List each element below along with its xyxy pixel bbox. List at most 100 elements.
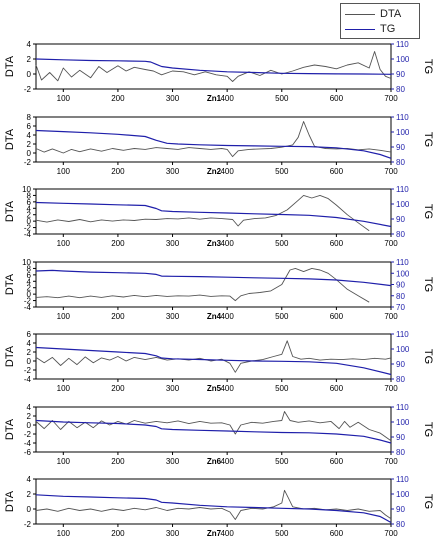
x-tick-label-zn6-700: 700 (384, 457, 398, 466)
panel-label-zn1: Zn1 (207, 94, 222, 103)
y-left-tick-label-zn3--2: -2 (24, 224, 32, 233)
y-left-tick-label-zn2-4: 4 (27, 131, 32, 140)
y-left-tick-label-zn2--2: -2 (24, 158, 32, 167)
y-left-tick-label-zn6--6: -6 (24, 448, 32, 457)
panel-frame-zn5 (35, 333, 392, 380)
x-tick-label-zn3-300: 300 (166, 239, 180, 248)
y-right-tick-label-zn6-90: 90 (396, 433, 405, 442)
y-left-tick-label-zn6-2: 2 (27, 412, 32, 421)
y-right-tick-label-zn3-90: 90 (396, 215, 405, 224)
y-left-label-zn5: DTA (4, 345, 16, 367)
panel-label-zn3: Zn3 (207, 239, 222, 248)
y-right-tick-label-zn4-80: 80 (396, 292, 405, 301)
y-right-tick-label-zn6-100: 100 (396, 418, 410, 427)
x-tick-label-zn4-100: 100 (57, 312, 71, 321)
y-right-tick-label-zn5-110: 110 (396, 330, 409, 339)
x-tick-label-zn2-600: 600 (330, 167, 344, 176)
x-tick-label-zn5-100: 100 (57, 384, 71, 393)
x-tick-label-zn3-500: 500 (275, 239, 289, 248)
y-left-tick-label-zn7-2: 2 (27, 490, 32, 499)
y-right-tick-label-zn5-80: 80 (396, 375, 405, 384)
y-left-tick-label-zn4-8: 8 (27, 264, 32, 273)
y-right-tick-label-zn6-80: 80 (396, 448, 405, 457)
x-tick-label-zn6-500: 500 (275, 457, 289, 466)
y-left-tick-label-zn5-0: 0 (27, 357, 32, 366)
x-tick-label-zn5-500: 500 (275, 384, 289, 393)
x-tick-label-zn1-100: 100 (57, 94, 71, 103)
x-tick-label-zn7-600: 600 (330, 529, 344, 538)
series-tg-zn2 (35, 129, 392, 159)
x-tick-label-zn3-100: 100 (57, 239, 71, 248)
y-right-label-zn7: TG (422, 494, 434, 509)
panel-frame-zn6 (35, 406, 392, 453)
y-left-tick-label-zn1--2: -2 (24, 85, 32, 94)
y-left-tick-label-zn6--2: -2 (24, 430, 32, 439)
y-left-tick-label-zn1-2: 2 (27, 55, 32, 64)
series-dta-zn5 (35, 340, 392, 373)
y-right-label-zn6: TG (422, 422, 434, 437)
y-right-label-zn4: TG (422, 277, 434, 292)
y-left-tick-label-zn6--4: -4 (24, 439, 32, 448)
x-tick-label-zn7-100: 100 (57, 529, 71, 538)
y-left-tick-label-zn3-10: 10 (22, 185, 31, 194)
y-left-tick-label-zn7-4: 4 (27, 475, 32, 484)
y-right-tick-label-zn1-90: 90 (396, 70, 405, 79)
panel-label-zn7: Zn7 (207, 529, 222, 538)
legend-item-dta: DTA (345, 7, 401, 21)
x-tick-label-zn4-500: 500 (275, 312, 289, 321)
x-tick-label-zn5-600: 600 (330, 384, 344, 393)
y-left-tick-label-zn6-4: 4 (27, 403, 32, 412)
y-right-tick-label-zn4-90: 90 (396, 281, 405, 290)
x-tick-label-zn7-500: 500 (275, 529, 289, 538)
series-dta-zn7 (35, 489, 392, 520)
x-tick-label-zn1-300: 300 (166, 94, 180, 103)
y-left-tick-label-zn5--2: -2 (24, 366, 32, 375)
x-tick-label-zn2-100: 100 (57, 167, 71, 176)
legend-swatch-tg (345, 28, 375, 30)
series-tg-zn5 (35, 346, 392, 376)
y-left-tick-label-zn4-0: 0 (27, 290, 32, 299)
x-tick-label-zn1-700: 700 (384, 94, 398, 103)
y-left-label-zn4: DTA (4, 273, 16, 295)
y-right-tick-label-zn7-100: 100 (396, 490, 410, 499)
y-right-tick-label-zn5-100: 100 (396, 345, 410, 354)
y-left-tick-label-zn3-4: 4 (27, 204, 32, 213)
x-tick-label-zn2-700: 700 (384, 167, 398, 176)
y-right-tick-label-zn2-110: 110 (396, 113, 409, 122)
y-left-tick-label-zn5-4: 4 (27, 339, 32, 348)
y-left-label-zn1: DTA (4, 55, 16, 77)
x-tick-label-zn6-300: 300 (166, 457, 180, 466)
y-right-tick-label-zn3-100: 100 (396, 200, 410, 209)
panel-frame-zn2 (35, 116, 392, 163)
series-tg-zn3 (35, 201, 392, 228)
x-tick-label-zn3-700: 700 (384, 239, 398, 248)
x-tick-label-zn1-600: 600 (330, 94, 344, 103)
y-left-tick-label-zn2-2: 2 (27, 140, 32, 149)
y-left-tick-label-zn3-2: 2 (27, 211, 32, 220)
x-tick-label-zn1-200: 200 (111, 94, 125, 103)
x-tick-label-zn4-200: 200 (111, 312, 125, 321)
series-tg-zn1 (35, 58, 392, 75)
series-tg-zn4 (35, 269, 392, 287)
x-tick-label-zn5-700: 700 (384, 384, 398, 393)
y-left-tick-label-zn3-6: 6 (27, 198, 32, 207)
x-tick-label-zn7-200: 200 (111, 529, 125, 538)
x-tick-label-zn6-100: 100 (57, 457, 71, 466)
x-tick-label-zn7-400: 400 (220, 529, 234, 538)
x-tick-label-zn3-200: 200 (111, 239, 125, 248)
x-tick-label-zn1-500: 500 (275, 94, 289, 103)
y-left-tick-label-zn3-8: 8 (27, 191, 32, 200)
x-tick-label-zn4-600: 600 (330, 312, 344, 321)
y-left-tick-label-zn5-6: 6 (27, 330, 32, 339)
x-tick-label-zn6-600: 600 (330, 457, 344, 466)
y-left-tick-label-zn3-0: 0 (27, 217, 32, 226)
y-left-tick-label-zn2-0: 0 (27, 149, 32, 158)
x-tick-label-zn2-200: 200 (111, 167, 125, 176)
panel-label-zn4: Zn4 (207, 312, 222, 321)
y-right-label-zn1: TG (422, 59, 434, 74)
y-left-tick-label-zn2-8: 8 (27, 113, 32, 122)
y-right-tick-label-zn7-80: 80 (396, 520, 405, 529)
panel-frame-zn1 (35, 43, 392, 90)
x-tick-label-zn5-400: 400 (220, 384, 234, 393)
y-right-tick-label-zn1-110: 110 (396, 40, 409, 49)
